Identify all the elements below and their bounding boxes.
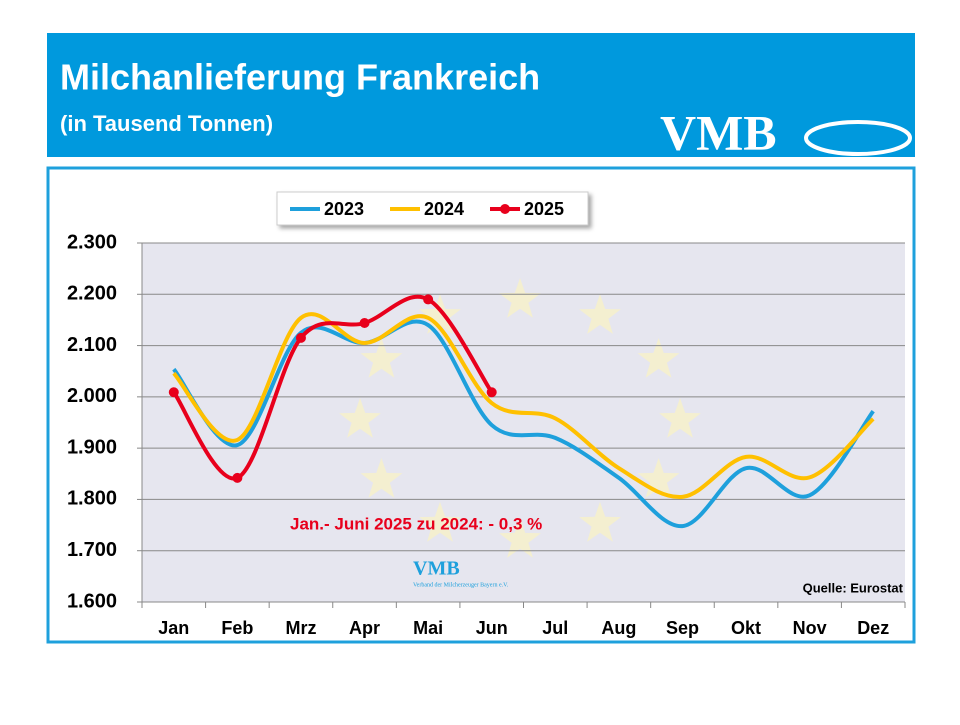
y-tick-label: 1.700 (67, 539, 117, 561)
logo: VMB (660, 104, 777, 160)
star (339, 398, 381, 438)
marker (168, 387, 179, 398)
annotation: Jan.- Juni 2025 zu 2024: - 0,3 % (290, 514, 542, 533)
y-tick-label: 1.600 (67, 590, 117, 612)
line (172, 312, 875, 499)
logo-tagline: Verband der Milcherzeuger Bayern e.V. (413, 582, 509, 588)
marker (486, 387, 497, 398)
marker (423, 294, 434, 305)
y-tick-label: 2.200 (67, 283, 117, 305)
line (172, 294, 494, 481)
y-tick-label: 1.800 (67, 488, 117, 510)
marker (295, 332, 306, 343)
title: Milchanlieferung Frankreich (60, 57, 540, 98)
x-tick-label: Okt (731, 618, 761, 638)
subtitle: (in Tausend Tonnen) (60, 111, 273, 136)
x-tick-label: Sep (666, 618, 699, 638)
eu-stars (339, 278, 701, 558)
star (659, 398, 701, 438)
x-tick-label: Nov (793, 618, 827, 638)
legend-marker (500, 204, 510, 214)
y-tick-label: 1.900 (67, 436, 117, 458)
star (579, 501, 621, 542)
x-tick-label: Aug (601, 618, 636, 638)
x-tick-label: Mai (413, 618, 443, 638)
marker (232, 472, 243, 483)
legend-label: 2025 (524, 199, 564, 219)
x-tick-label: Dez (857, 618, 889, 638)
line (172, 319, 875, 529)
star (579, 294, 621, 334)
star (419, 294, 461, 334)
y-tick-label: 2.100 (67, 334, 117, 356)
star (637, 458, 680, 498)
legend-label: 2023 (324, 199, 364, 219)
marker (359, 318, 370, 329)
logo-small: VMB (413, 558, 460, 580)
x-tick-label: Jun (476, 618, 508, 638)
header (47, 33, 915, 157)
star (360, 458, 403, 498)
logo-swoosh (804, 120, 912, 156)
x-tick-label: Jul (542, 618, 568, 638)
y-tick-label: 2.000 (67, 385, 117, 407)
legend (276, 191, 589, 226)
star (499, 278, 541, 318)
star (637, 338, 680, 378)
y-tick-label: 2.300 (67, 231, 117, 253)
source: Quelle: Eurostat (803, 580, 904, 595)
x-tick-label: Feb (221, 618, 253, 638)
x-tick-label: Apr (349, 618, 380, 638)
star (419, 501, 461, 542)
x-tick-label: Jan (158, 618, 189, 638)
legend-label: 2024 (424, 199, 464, 219)
star (360, 338, 403, 378)
star (499, 518, 541, 558)
x-tick-label: Mrz (285, 618, 316, 638)
